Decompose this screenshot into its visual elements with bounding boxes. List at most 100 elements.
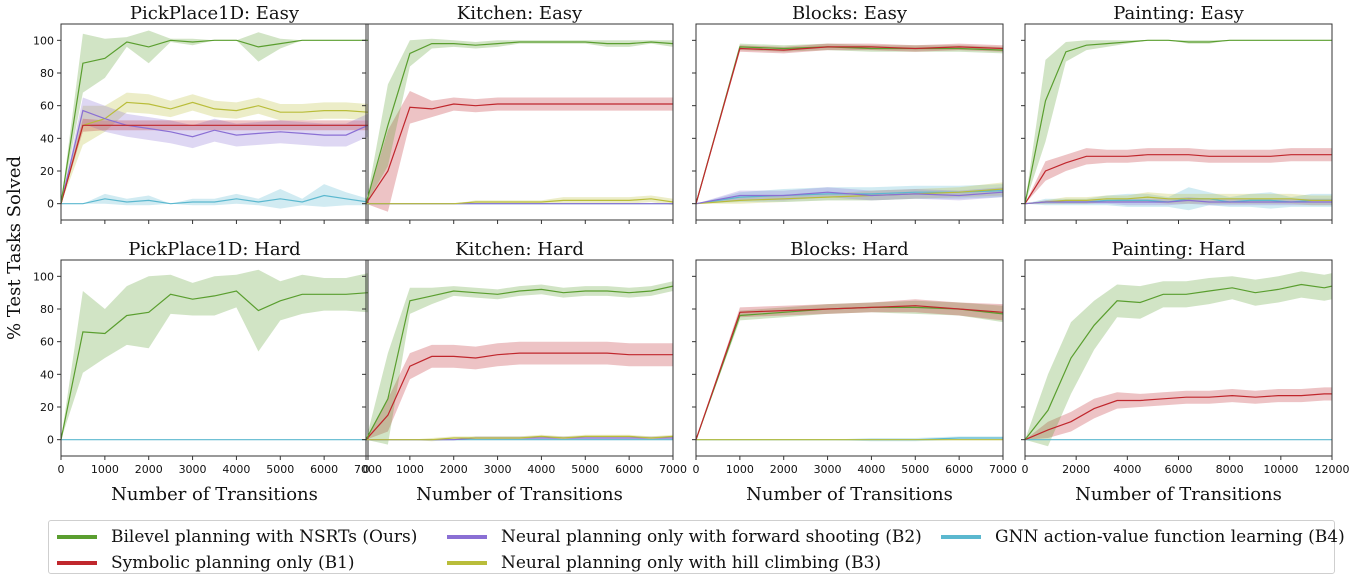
x-axis-label: Number of Transitions: [746, 484, 953, 505]
panel-title: Blocks: Easy: [792, 3, 908, 24]
legend-item-b4: GNN action-value function learning (B4): [941, 525, 1345, 549]
x-tick-label: 7000: [354, 463, 382, 476]
panel-title: Painting: Hard: [1112, 239, 1246, 260]
line-b1: [366, 103, 673, 205]
x-tick-label: 6000: [1165, 463, 1193, 476]
band-b4: [696, 436, 1003, 442]
x-tick-label: 0: [693, 463, 700, 476]
x-tick-label: 7000: [659, 463, 687, 476]
line-b3: [366, 435, 673, 441]
legend-label-b3: Neural planning only with hill climbing …: [501, 553, 882, 573]
figure-panels: 0 20 40 60 80 100 PickPlace1D: Easy Kitchen: Ea…: [4, 3, 1350, 505]
line-b3: [61, 101, 368, 204]
line-b0: [61, 290, 368, 440]
line-b3: [366, 198, 673, 205]
x-tick-label: 6000: [310, 463, 338, 476]
plot-area: [366, 38, 673, 212]
legend-label-b4: GNN action-value function learning (B4): [995, 527, 1345, 547]
panel-1: 0 20 40 60 80 100 PickPlace1D: Easy: [33, 3, 369, 224]
panel-6: 0 1000 2000 3000 4000 5000 6000 7000 Kitchen: Ha…: [362, 239, 687, 505]
legend: Bilevel planning with NSRTs (Ours) Symbo…: [48, 520, 1345, 575]
band-b1: [366, 341, 673, 440]
y-tick-label: 20: [40, 165, 54, 178]
y-tick-label: 100: [33, 34, 54, 47]
panel-title: Kitchen: Hard: [455, 239, 584, 260]
x-axis-label: Number of Transitions: [1075, 484, 1282, 505]
y-tick-label: 40: [40, 132, 54, 145]
line-b2: [1025, 199, 1332, 205]
band-b0: [61, 30, 368, 204]
y-tick-label: 20: [40, 401, 54, 414]
line-b0: [1025, 283, 1332, 441]
line-b0: [366, 41, 673, 204]
y-tick-label: 60: [40, 100, 54, 113]
y-tick-label: 80: [40, 303, 54, 316]
x-tick-label: 3000: [179, 463, 207, 476]
band-b3: [366, 195, 673, 206]
plot-area: [696, 43, 1003, 205]
band-b1: [61, 118, 368, 204]
panel-title: Painting: Easy: [1113, 3, 1244, 24]
legend-swatch-b0: [57, 535, 97, 539]
x-tick-label: 1000: [91, 463, 119, 476]
x-tick-label: 5000: [266, 463, 294, 476]
line-b0: [696, 306, 1003, 440]
line-b0: [1025, 39, 1332, 204]
x-tick-label: 5000: [901, 463, 929, 476]
y-tick-label: 100: [33, 270, 54, 283]
band-b1: [696, 43, 1003, 204]
panel-title: Blocks: Hard: [790, 239, 908, 260]
band-b0: [696, 43, 1003, 204]
line-b1: [1025, 393, 1332, 441]
legend-item-b3: Neural planning only with hill climbing …: [447, 551, 881, 575]
band-b4: [61, 184, 368, 209]
panel-3: Blocks: Easy: [692, 3, 1004, 224]
line-b0: [366, 285, 673, 440]
x-tick-label: 7000: [989, 463, 1017, 476]
panel-frame: [60, 23, 369, 221]
legend-item-b2: Neural planning only with forward shooti…: [447, 525, 922, 549]
band-b1: [1025, 387, 1332, 440]
x-tick-label: 4000: [857, 463, 885, 476]
x-tick-label: 4000: [527, 463, 555, 476]
y-tick-label: 80: [40, 67, 54, 80]
band-b1: [696, 299, 1003, 440]
panel-title: PickPlace1D: Easy: [130, 3, 300, 24]
band-b1: [366, 91, 673, 212]
y-tick-label: 40: [40, 368, 54, 381]
panel-8: 0 2000 4000 6000 8000 10000 12000 Painting: Har…: [1021, 239, 1350, 505]
plot-area: [1025, 271, 1332, 447]
legend-swatch-b4: [941, 535, 981, 539]
panel-title: Kitchen: Easy: [457, 3, 583, 24]
x-tick-label: 2000: [135, 463, 163, 476]
y-tick-label: 60: [40, 336, 54, 349]
line-b1: [366, 352, 673, 441]
panel-4: Painting: Easy: [1021, 3, 1333, 224]
line-b0: [61, 39, 368, 204]
x-tick-label: 0: [58, 463, 65, 476]
line-b3: [1025, 196, 1332, 205]
plot-area: [1025, 39, 1332, 211]
x-tick-label: 12000: [1315, 463, 1350, 476]
panel-title: PickPlace1D: Hard: [128, 239, 300, 260]
line-b3: [696, 188, 1003, 205]
line-b1: [61, 124, 368, 204]
x-tick-label: 2000: [770, 463, 798, 476]
x-tick-label: 6000: [945, 463, 973, 476]
legend-item-b0: Bilevel planning with NSRTs (Ours): [57, 525, 417, 549]
band-b3: [696, 182, 1003, 204]
x-tick-label: 0: [1022, 463, 1029, 476]
line-b2: [61, 109, 368, 204]
panel-frame: [695, 259, 1004, 457]
x-tick-label: 3000: [484, 463, 512, 476]
band-b0: [1025, 40, 1332, 204]
x-tick-label: 0: [363, 463, 370, 476]
panel-frame: [60, 259, 369, 457]
x-tick-label: 8000: [1216, 463, 1244, 476]
x-tick-label: 6000: [615, 463, 643, 476]
band-b2: [61, 97, 368, 204]
band-b0: [696, 300, 1003, 440]
legend-swatch-b3: [447, 561, 487, 565]
legend-label-b2: Neural planning only with forward shooti…: [501, 527, 922, 547]
x-tick-label: 2000: [440, 463, 468, 476]
